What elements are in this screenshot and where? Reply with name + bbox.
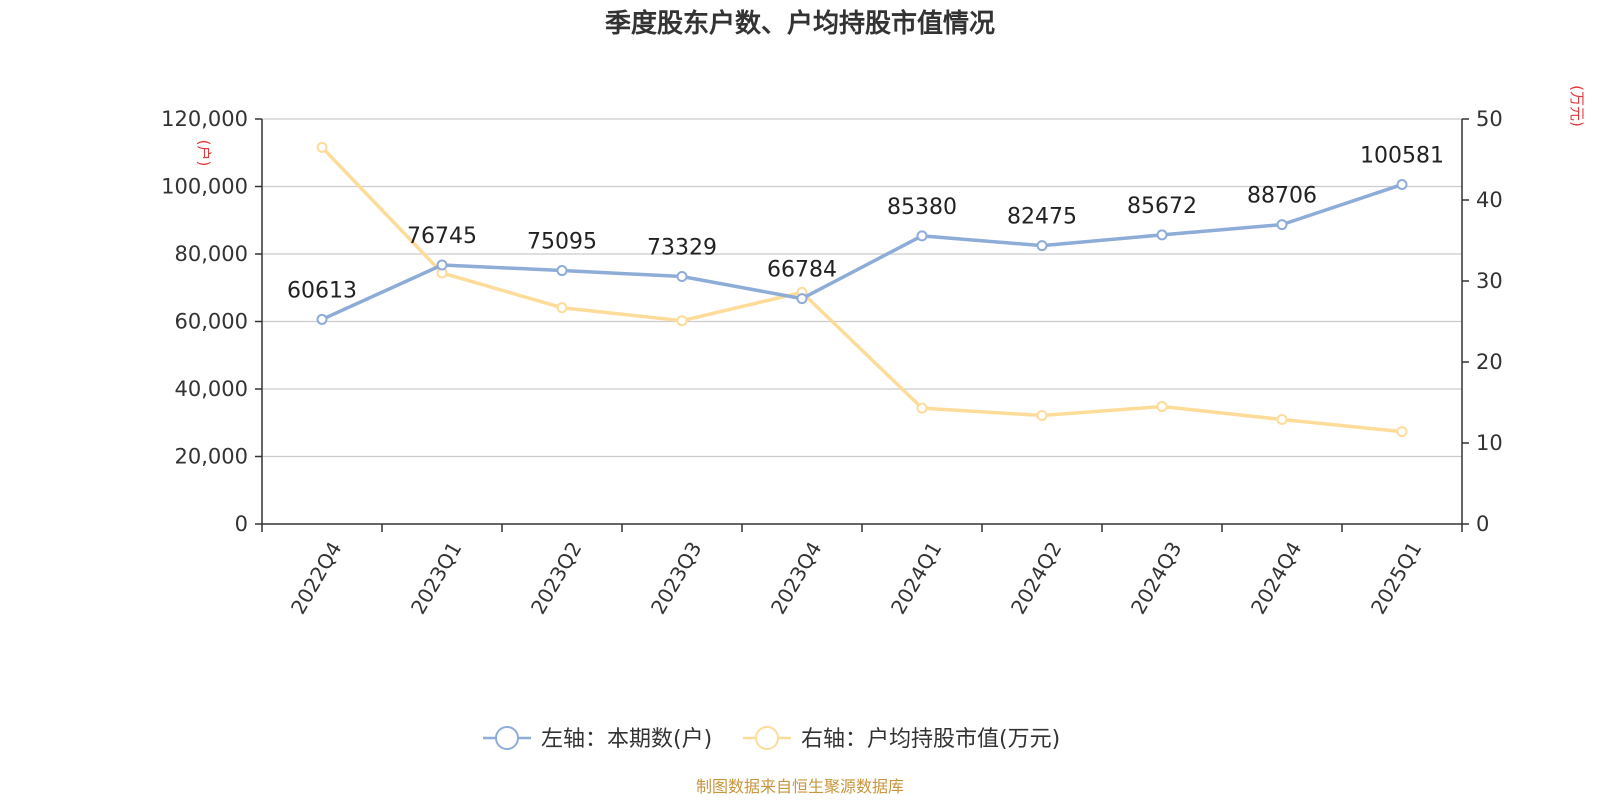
data-point	[1276, 414, 1288, 426]
data-label: 82475	[1007, 205, 1077, 230]
legend-item: 右轴：户均持股市值(万元)	[743, 726, 1060, 752]
data-point	[1276, 219, 1288, 231]
data-label: 85672	[1127, 194, 1197, 219]
source-note: 制图数据来自恒生聚源数据库	[696, 777, 904, 796]
x-tick-label: 2023Q4	[766, 538, 826, 619]
legend-item: 左轴：本期数(户)	[483, 726, 712, 752]
series-line	[321, 182, 1403, 322]
data-label: 88706	[1247, 184, 1317, 209]
data-point	[1036, 409, 1048, 421]
right-tick-label: 50	[1476, 107, 1503, 131]
data-labels: 60613 76745 75095 73329 66784 85380 82475 85672…	[287, 144, 1444, 304]
data-label: 73329	[647, 236, 717, 261]
legend-marker	[755, 726, 779, 750]
data-point	[916, 230, 928, 242]
data-label: 100581	[1360, 144, 1444, 169]
series-shareholders	[316, 179, 1408, 325]
data-label: 76745	[407, 224, 477, 249]
data-point	[1156, 229, 1168, 241]
x-tick-label: 2024Q4	[1246, 538, 1306, 619]
right-tick-label: 10	[1476, 431, 1503, 455]
left-tick-label: 80,000	[175, 242, 248, 266]
data-point	[436, 259, 448, 271]
data-point	[316, 141, 328, 153]
data-point	[1396, 179, 1408, 191]
x-tick-label: 2023Q1	[406, 538, 466, 619]
x-tick-label: 2022Q4	[286, 538, 346, 619]
data-point	[1036, 240, 1048, 252]
x-tick-label: 2024Q2	[1006, 538, 1066, 619]
left-tick-label: 100,000	[161, 175, 248, 199]
left-tick-label: 0	[235, 512, 248, 536]
data-point	[556, 265, 568, 277]
left-tick-label: 60,000	[175, 310, 248, 334]
data-point	[676, 271, 688, 283]
legend-marker	[495, 726, 519, 750]
right-tick-label: 40	[1476, 188, 1503, 212]
right-tick-label: 0	[1476, 512, 1489, 536]
data-point	[676, 315, 688, 327]
x-tick-label: 2024Q3	[1126, 538, 1186, 619]
data-point	[556, 302, 568, 314]
data-point	[1396, 426, 1408, 438]
left-axis-unit: (户)	[195, 140, 213, 167]
series-line	[320, 146, 1403, 434]
left-tick-label: 120,000	[161, 107, 248, 131]
x-tick-label: 2023Q2	[526, 538, 586, 619]
left-tick-label: 20,000	[175, 445, 248, 469]
data-point	[316, 313, 328, 325]
data-point	[916, 402, 928, 414]
data-label: 85380	[887, 195, 957, 220]
data-label: 60613	[287, 278, 357, 303]
right-tick-label: 30	[1476, 269, 1503, 293]
x-tick-label: 2025Q1	[1366, 538, 1426, 619]
series-avg-holding-value	[316, 141, 1408, 438]
right-axis-unit: (万元)	[1568, 85, 1586, 127]
legend-label: 左轴：本期数(户)	[541, 727, 712, 752]
series-layer	[316, 141, 1408, 438]
data-point	[1156, 401, 1168, 413]
left-tick-label: 40,000	[175, 377, 248, 401]
legend-label: 右轴：户均持股市值(万元)	[801, 727, 1060, 752]
data-point	[796, 293, 808, 305]
legend: 左轴：本期数(户) 右轴：户均持股市值(万元)	[483, 726, 1060, 752]
x-tick-label: 2024Q1	[886, 538, 946, 619]
data-label: 75095	[527, 230, 597, 255]
data-label: 66784	[767, 258, 837, 283]
x-tick-label: 2023Q3	[646, 538, 706, 619]
chart-title: 季度股东户数、户均持股市值情况	[605, 8, 995, 39]
right-tick-label: 20	[1476, 350, 1503, 374]
grid-lines	[262, 118, 1462, 458]
